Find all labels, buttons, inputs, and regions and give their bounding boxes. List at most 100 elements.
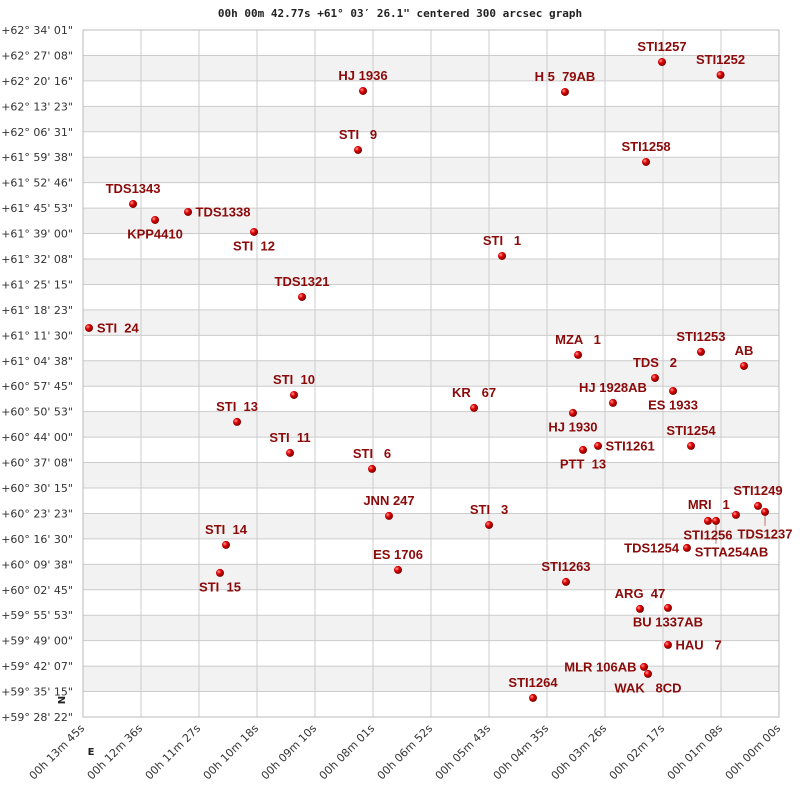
- star-point: KR 67: [452, 385, 496, 412]
- star-point: TDS1321: [275, 274, 330, 301]
- star-label: STI 15: [199, 580, 241, 595]
- star-dot: [642, 157, 651, 166]
- star-point: BU 1337AB: [633, 603, 703, 630]
- star-dot: [663, 640, 672, 649]
- star-point: MLR 106AB: [564, 659, 649, 674]
- star-label: STI1257: [637, 39, 686, 54]
- east-marker: E: [88, 747, 95, 758]
- star-label: STI 10: [273, 372, 315, 387]
- star-label: KPP4410: [127, 227, 183, 242]
- star-point: WAK 8CD: [614, 669, 682, 696]
- star-dot: [716, 70, 725, 79]
- star-label: JNN 247: [363, 493, 414, 508]
- star-label: STI 3: [470, 502, 508, 517]
- star-point: ES 1933: [648, 386, 698, 413]
- star-point: STI 10: [273, 372, 315, 399]
- star-point: AB: [735, 343, 754, 370]
- y-tick-label: +61° 18' 23": [1, 304, 73, 317]
- x-tick-label: 00h 01m 08s: [665, 722, 726, 783]
- star-point: HJ 1936: [338, 68, 388, 95]
- star-label: MRI 1: [688, 497, 730, 512]
- star-point: STI1254: [666, 423, 716, 450]
- star-dot: [657, 57, 666, 66]
- y-tick-label: +62° 34' 01": [1, 24, 73, 37]
- x-tick-label: 00h 05m 43s: [433, 722, 494, 783]
- star-label: STI 13: [216, 399, 258, 414]
- star-point: STI1252: [696, 52, 745, 79]
- chart-title: 00h 00m 42.77s +61° 03′ 26.1" centered 3…: [218, 7, 582, 20]
- star-dot: [703, 516, 712, 525]
- star-point: H 5 79AB: [535, 69, 595, 96]
- star-dot: [359, 86, 368, 95]
- y-tick-label: +60° 09' 38": [1, 558, 73, 571]
- x-tick-label: 00h 04m 35s: [491, 722, 552, 783]
- star-point: STI 14: [205, 522, 248, 549]
- star-label: AB: [735, 343, 754, 358]
- star-label: HJ 1930: [548, 420, 597, 435]
- star-dot: [184, 207, 193, 216]
- star-point: TDS 2: [633, 355, 677, 382]
- star-dot: [216, 568, 225, 577]
- y-tick-label: +61° 25' 15": [1, 278, 73, 291]
- y-tick-label: +62° 13' 23": [1, 100, 73, 113]
- y-tick-label: +59° 35' 15": [1, 686, 73, 699]
- star-dot: [711, 516, 720, 525]
- star-point: STI 6: [353, 446, 391, 473]
- star-point: STI1258: [621, 139, 671, 166]
- star-point: HJ 1928AB: [579, 380, 647, 407]
- star-dot: [579, 445, 588, 454]
- y-tick-label: +59° 55' 53": [1, 609, 73, 622]
- star-dot: [568, 408, 577, 417]
- x-tick-label: 00h 02m 17s: [607, 722, 668, 783]
- star-dot: [643, 669, 652, 678]
- star-dot: [640, 662, 649, 671]
- x-tick-label: 00h 06m 52s: [375, 722, 436, 783]
- x-tick-label: 00h 08m 01s: [317, 722, 378, 783]
- y-tick-label: +59° 28' 22": [1, 711, 73, 724]
- star-label: ES 1933: [648, 398, 698, 413]
- star-label: TDS1343: [106, 181, 161, 196]
- star-point: STI1249: [733, 483, 783, 510]
- star-dot: [561, 577, 570, 586]
- star-label: STI 12: [233, 239, 275, 254]
- star-label: KR 67: [452, 385, 496, 400]
- y-tick-label: +61° 39' 00": [1, 228, 73, 241]
- star-point: STI1264: [508, 675, 558, 702]
- y-tick-label: +61° 52' 46": [1, 177, 73, 190]
- star-dot: [354, 145, 363, 154]
- star-point: STI 12: [233, 227, 275, 254]
- star-dot: [368, 464, 377, 473]
- y-tick-label: +60° 57' 45": [1, 380, 73, 393]
- star-label: TDS1254: [624, 540, 680, 555]
- star-label: ARG 47: [615, 586, 666, 601]
- star-dot: [528, 693, 537, 702]
- star-dot: [739, 361, 748, 370]
- star-point: STI 11: [269, 430, 311, 457]
- star-point: PTT 13: [560, 445, 606, 472]
- star-point: STI 9: [339, 127, 377, 154]
- star-label: STI1252: [696, 52, 745, 67]
- star-dot: [608, 398, 617, 407]
- star-label: STI1261: [606, 438, 655, 453]
- x-tick-label: 00h 00m 00s: [723, 722, 784, 783]
- star-point: STI 13: [216, 399, 258, 426]
- star-point: TDS1338: [184, 204, 250, 219]
- star-dot: [731, 510, 740, 519]
- star-dot: [498, 251, 507, 260]
- star-label: TDS1321: [275, 274, 330, 289]
- star-point: TDS1254: [624, 540, 691, 555]
- star-point: STI1263: [541, 559, 591, 586]
- star-point: STI 3: [470, 502, 508, 529]
- star-dot: [669, 386, 678, 395]
- star-point: STI1261: [594, 438, 655, 453]
- star-dot: [485, 520, 494, 529]
- y-tick-label: +60° 50' 53": [1, 406, 73, 419]
- star-point: JNN 247: [363, 493, 415, 520]
- y-tick-label: +62° 20' 16": [1, 75, 73, 88]
- star-dot: [470, 403, 479, 412]
- plot-border: [82, 29, 780, 718]
- y-tick-label: +60° 16' 30": [1, 533, 73, 546]
- y-tick-label: +61° 04' 38": [1, 355, 73, 368]
- star-label: STI1258: [621, 139, 670, 154]
